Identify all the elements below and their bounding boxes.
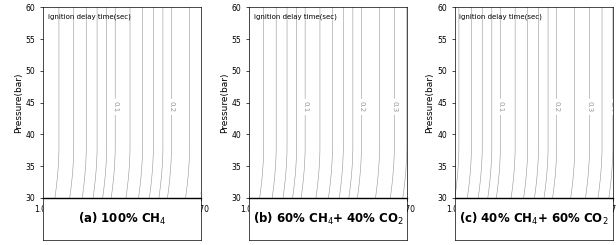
X-axis label: Equivalence ratio: Equivalence ratio xyxy=(494,216,573,225)
Text: 0.2: 0.2 xyxy=(359,101,365,112)
Y-axis label: Pressure(bar): Pressure(bar) xyxy=(14,72,23,133)
Text: ignition delay time(sec): ignition delay time(sec) xyxy=(460,13,542,20)
Text: 0.1: 0.1 xyxy=(302,101,308,112)
Text: ignition delay time(sec): ignition delay time(sec) xyxy=(254,13,336,20)
Text: (c) 40% CH$_4$+ 60% CO$_2$: (c) 40% CH$_4$+ 60% CO$_2$ xyxy=(459,211,609,227)
Y-axis label: Pressure(bar): Pressure(bar) xyxy=(426,72,434,133)
Text: ignition delay time(sec): ignition delay time(sec) xyxy=(48,13,131,20)
Y-axis label: Pressure(bar): Pressure(bar) xyxy=(220,72,229,133)
Text: 0.3: 0.3 xyxy=(586,101,593,112)
Text: 0.1: 0.1 xyxy=(497,101,503,112)
Text: 0.1: 0.1 xyxy=(112,101,118,112)
Text: 0.2: 0.2 xyxy=(168,101,174,112)
Text: (b) 60% CH$_4$+ 40% CO$_2$: (b) 60% CH$_4$+ 40% CO$_2$ xyxy=(253,211,403,227)
Text: (a) 100% CH$_4$: (a) 100% CH$_4$ xyxy=(78,211,166,227)
X-axis label: Equivalence ratio: Equivalence ratio xyxy=(83,216,162,225)
X-axis label: Equivalece ratio: Equivalece ratio xyxy=(291,216,365,225)
Text: 0.4: 0.4 xyxy=(610,101,616,112)
Text: 0.2: 0.2 xyxy=(554,101,559,112)
Text: 0.3: 0.3 xyxy=(196,196,203,208)
Text: 0.3: 0.3 xyxy=(391,101,397,112)
